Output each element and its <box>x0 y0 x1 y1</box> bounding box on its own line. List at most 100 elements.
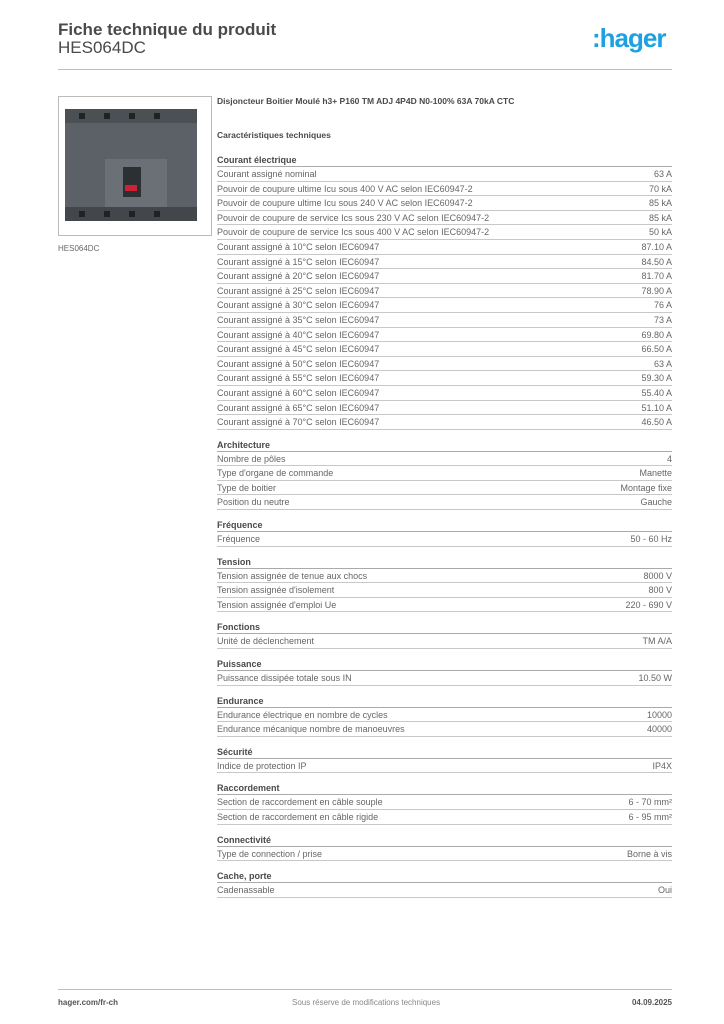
spec-label: Courant assigné à 10°C selon IEC60947 <box>217 241 380 252</box>
spec-value: 10.50 W <box>638 673 672 684</box>
spec-label: Courant assigné nominal <box>217 169 317 179</box>
spec-row: Pouvoir de coupure de service Ics sous 2… <box>217 211 672 226</box>
spec-row: Courant assigné à 40°C selon IEC60947 69.… <box>217 328 672 343</box>
spec-label: Pouvoir de coupure ultime Icu sous 240 V… <box>217 198 473 209</box>
footer-url[interactable]: hager.com/fr-ch <box>58 998 119 1007</box>
section-title: Fréquence <box>217 519 672 533</box>
spec-row: Type d'organe de commande Manette <box>217 466 672 481</box>
spec-section: Connectivité Type de connection / prise Bo… <box>217 834 672 862</box>
section-title: Architecture <box>217 439 672 452</box>
spec-value: 10000 <box>646 709 672 720</box>
spec-row: Courant assigné à 70°C selon IEC60947 46.… <box>217 415 672 430</box>
section-title: Courant électrique <box>217 154 672 167</box>
spec-row: Indice de protection IP IP4X <box>217 759 672 774</box>
spec-row: Courant assigné à 15°C selon IEC60947 84.… <box>217 255 672 270</box>
spec-label: Courant assigné à 65°C selon IEC60947 <box>217 402 380 413</box>
product-reference: HES064DC <box>58 38 146 57</box>
spec-value: Montage fixe <box>620 482 672 493</box>
spec-value: Borne à vis <box>626 848 672 859</box>
spec-value: 69.80 A <box>641 329 672 340</box>
spec-label: Courant assigné à 40°C selon IEC60947 <box>217 329 380 340</box>
spec-section: Courant électrique Courant assigné nomina… <box>217 154 672 430</box>
spec-label: Unité de déclenchement <box>217 636 315 647</box>
spec-label: Pouvoir de coupure ultime Icu sous 400 V… <box>217 183 473 194</box>
spec-label: Section de raccordement en câble rigide <box>217 812 379 822</box>
spec-section: Architecture Nombre de pôles 4 Type d'organ… <box>217 439 672 511</box>
spec-label: Courant assigné à 20°C selon IEC60947 <box>217 271 380 282</box>
spec-row: Pouvoir de coupure de service Ics sous 4… <box>217 225 672 240</box>
spec-label: Courant assigné à 50°C selon IEC60947 <box>217 358 380 369</box>
spec-row: Cadenassable Oui <box>217 883 672 898</box>
spec-section: Endurance Endurance électrique en nombre … <box>217 695 672 737</box>
spec-value: 63 A <box>653 169 672 179</box>
spec-row: Courant assigné à 50°C selon IEC60947 63 … <box>217 357 672 372</box>
spec-value: 78.90 A <box>641 285 672 296</box>
spec-value: 8000 V <box>643 570 672 581</box>
spec-row: Section de raccordement en câble souple 6… <box>217 795 672 810</box>
spec-value: 6 - 70 mm² <box>628 797 672 808</box>
spec-row: Tension assignée d'emploi Ue 220 - 690 V <box>217 598 672 613</box>
spec-row: Tension assignée d'isolement 800 V <box>217 583 672 598</box>
spec-value: 76 A <box>653 300 672 311</box>
spec-row: Courant assigné à 20°C selon IEC60947 81.… <box>217 269 672 284</box>
spec-value: 85 kA <box>648 212 672 223</box>
section-title: Cache, porte <box>217 870 672 884</box>
section-title: Raccordement <box>217 782 672 796</box>
footer-date: 04.09.2025 <box>631 998 672 1007</box>
spec-value: 50 kA <box>648 227 672 238</box>
section-title: Connectivité <box>217 834 672 847</box>
spec-value: Manette <box>639 468 672 479</box>
spec-section: Raccordement Section de raccordement en c… <box>217 782 672 825</box>
spec-section: Fonctions Unité de déclenchement TM A/A <box>217 621 672 650</box>
section-title: Puissance <box>217 658 672 672</box>
spec-row: Type de boitier Montage fixe <box>217 481 672 496</box>
characteristics-heading: Caractéristiques techniques <box>217 130 331 140</box>
spec-label: Position du neutre <box>217 497 290 508</box>
spec-label: Courant assigné à 30°C selon IEC60947 <box>217 300 380 311</box>
spec-section: Sécurité Indice de protection IP IP4X <box>217 746 672 774</box>
spec-label: Endurance électrique en nombre de cycles <box>217 709 388 720</box>
spec-row: Position du neutre Gauche <box>217 495 672 511</box>
product-description: Disjoncteur Boitier Moulé h3+ P160 TM AD… <box>217 96 515 106</box>
spec-label: Courant assigné à 35°C selon IEC60947 <box>217 314 380 325</box>
spec-label: Pouvoir de coupure de service Ics sous 2… <box>217 212 490 223</box>
footer-divider <box>58 989 672 990</box>
spec-label: Courant assigné à 70°C selon IEC60947 <box>217 417 380 428</box>
spec-row: Courant assigné à 25°C selon IEC60947 78.… <box>217 284 672 299</box>
spec-value: 50 - 60 Hz <box>630 534 672 545</box>
spec-value: 46.50 A <box>641 417 672 428</box>
spec-label: Tension assignée de tenue aux chocs <box>217 570 368 581</box>
footer-note: Sous réserve de modifications techniques <box>292 998 441 1007</box>
spec-label: Type d'organe de commande <box>217 468 334 479</box>
spec-section: Tension Tension assignée de tenue aux cho… <box>217 556 672 613</box>
spec-row: Nombre de pôles 4 <box>217 452 672 467</box>
spec-label: Type de boitier <box>217 482 277 493</box>
spec-section: Fréquence Fréquence 50 - 60 Hz <box>217 519 672 547</box>
spec-label: Courant assigné à 25°C selon IEC60947 <box>217 285 380 296</box>
spec-row: Puissance dissipée totale sous IN 10.50 W <box>217 671 672 686</box>
spec-label: Section de raccordement en câble souple <box>217 797 383 808</box>
spec-label: Courant assigné à 60°C selon IEC60947 <box>217 387 380 398</box>
spec-label: Cadenassable <box>217 885 275 896</box>
spec-value: TM A/A <box>642 636 672 647</box>
spec-row: Courant assigné à 65°C selon IEC60947 51.… <box>217 401 672 416</box>
spec-label: Courant assigné à 55°C selon IEC60947 <box>217 373 380 384</box>
page-title: Fiche technique du produit <box>58 20 277 39</box>
spec-label: Nombre de pôles <box>217 453 286 464</box>
image-caption: HES064DC <box>58 244 100 253</box>
spec-row: Section de raccordement en câble rigide 6… <box>217 810 672 825</box>
spec-value: 63 A <box>653 358 672 369</box>
section-title: Fonctions <box>217 621 672 635</box>
spec-row: Courant assigné à 10°C selon IEC60947 87.… <box>217 240 672 255</box>
spec-value: 73 A <box>653 314 672 325</box>
hager-logo: :hager <box>592 23 666 53</box>
spec-row: Type de connection / prise Borne à vis <box>217 847 672 862</box>
spec-value: Gauche <box>640 497 672 508</box>
spec-value: 84.50 A <box>641 256 672 267</box>
spec-row: Fréquence 50 - 60 Hz <box>217 532 672 547</box>
spec-label: Puissance dissipée totale sous IN <box>217 673 352 684</box>
spec-row: Courant assigné à 45°C selon IEC60947 66.… <box>217 342 672 357</box>
spec-row: Courant assigné nominal 63 A <box>217 167 672 182</box>
spec-value: 4 <box>666 453 672 464</box>
spec-row: Courant assigné à 55°C selon IEC60947 59.… <box>217 371 672 386</box>
